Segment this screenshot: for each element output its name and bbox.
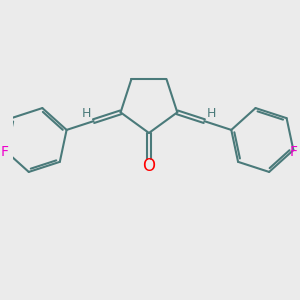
Text: H: H [207,107,216,120]
Text: F: F [1,145,8,158]
Text: O: O [142,158,155,175]
Text: F: F [290,145,297,158]
Text: H: H [82,107,91,120]
